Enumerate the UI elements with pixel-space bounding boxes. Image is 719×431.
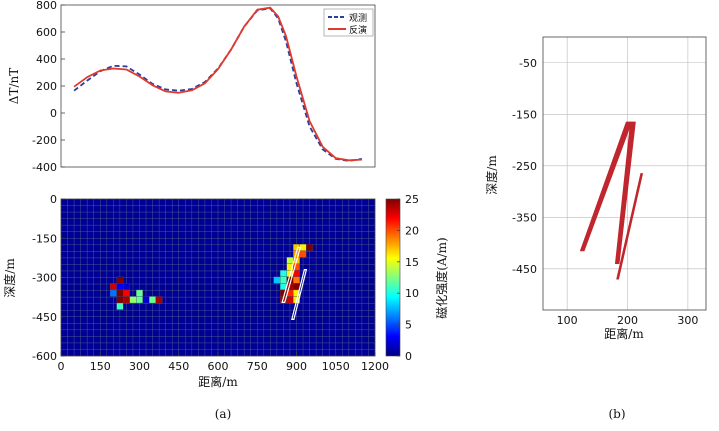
heatmap-cell <box>286 296 294 304</box>
section-y-tick-label: -300 <box>32 272 57 285</box>
section-x-tick-label: 1200 <box>361 360 389 373</box>
heatmap-cell <box>109 289 117 297</box>
bodies-y-tick-label: -450 <box>512 263 537 276</box>
inversion-series-line <box>73 6 362 162</box>
heatmap-cell <box>279 270 287 277</box>
bodies-panel: 100 200 300 -50 -150 -250 -350 -450 距离/m 深度/m <box>484 36 707 341</box>
heatmap-cell <box>109 283 117 291</box>
heatmap-cell <box>142 296 150 304</box>
body-outline <box>291 269 308 320</box>
heatmap-cell <box>293 276 300 284</box>
section-y-tick-label: -450 <box>32 311 57 324</box>
bodies-shapes <box>580 121 643 280</box>
heatmap-cell <box>129 296 137 304</box>
bodies-x-axis-label: 距离/m <box>604 326 644 341</box>
bodies-y-tick-label: -50 <box>519 57 537 70</box>
section-x-tick-label: 750 <box>247 360 268 373</box>
colorbar-tick-label: 25 <box>405 193 419 206</box>
panel-a-label: (a) <box>215 407 232 421</box>
colorbar-gradient <box>385 198 401 357</box>
section-panel: 0 150 300 450 600 750 900 1050 1200 0 -150 -300 -45… <box>2 193 389 389</box>
bodies-frame <box>542 36 707 311</box>
colorbar-tick-label: 5 <box>405 319 412 332</box>
heatmap-cell <box>116 283 124 291</box>
bodies-y-tick-label: -250 <box>512 160 537 173</box>
section-x-axis-label: 距离/m <box>198 374 238 389</box>
bodies-y-ticks: -50 -150 -250 -350 -450 <box>512 57 537 276</box>
profile-y-ticks: 800 600 400 200 0 -200 -400 <box>32 0 65 174</box>
legend-observed-label: 观测 <box>349 13 367 24</box>
heatmap-cell <box>155 296 163 304</box>
profile-lines <box>73 6 363 162</box>
heatmap-cell <box>306 243 314 251</box>
profile-y-tick-label: -200 <box>32 134 57 147</box>
heatmap-cell <box>293 270 300 277</box>
bodies-grid <box>543 37 706 310</box>
section-x-tick-label: 600 <box>208 360 229 373</box>
heatmap-cell <box>116 296 124 304</box>
colorbar-tick-label: 10 <box>405 287 419 300</box>
section-x-tick-label: 450 <box>168 360 189 373</box>
section-outlines <box>281 246 308 320</box>
source-body <box>580 121 633 252</box>
bodies-x-tick-label: 200 <box>617 314 638 327</box>
heatmap-cell <box>136 296 143 304</box>
heatmap-cell <box>273 276 281 284</box>
profile-legend: 观测 反演 <box>323 8 374 37</box>
section-x-tick-label: 0 <box>58 360 65 373</box>
section-y-tick-label: -600 <box>32 350 57 363</box>
bodies-y-tick-label: -350 <box>512 211 537 224</box>
profile-y-tick-label: 800 <box>36 0 57 12</box>
section-y-ticks: 0 -150 -300 -450 -600 <box>32 193 65 363</box>
colorbar-ticks: 0 5 10 15 20 25 <box>397 193 419 363</box>
section-x-tick-label: 1050 <box>322 360 350 373</box>
section-x-tick-label: 300 <box>129 360 150 373</box>
bodies-x-ticks: 100 200 300 <box>557 314 699 327</box>
legend-inversion-label: 反演 <box>349 24 367 36</box>
colorbar: 0 5 10 15 20 25 磁化强度(A/m) <box>385 193 449 363</box>
colorbar-tick-label: 0 <box>405 350 412 363</box>
heatmap-cell <box>116 276 124 284</box>
heatmap-cell <box>122 283 130 291</box>
source-body <box>616 173 643 280</box>
heatmap-cell <box>286 257 294 264</box>
body-outline <box>281 246 302 303</box>
heatmap-cell <box>279 276 287 284</box>
profile-y-tick-label: -400 <box>32 161 57 174</box>
section-x-ticks: 0 150 300 450 600 750 900 1050 1200 <box>58 352 389 373</box>
profile-y-axis-label: ΔT/nT <box>7 68 21 104</box>
section-y-tick-label: 0 <box>50 193 57 206</box>
profile-y-tick-label: 400 <box>36 53 57 66</box>
bodies-x-tick-label: 100 <box>557 314 578 327</box>
heatmap-cell <box>299 250 307 258</box>
section-x-tick-label: 150 <box>90 360 111 373</box>
profile-panel: 800 600 400 200 0 -200 -400 ΔT/nT 观测 反演 <box>7 0 376 174</box>
source-body <box>615 121 636 265</box>
bodies-x-tick-label: 300 <box>677 314 698 327</box>
bodies-y-axis-label: 深度/m <box>484 155 499 195</box>
section-y-tick-label: -150 <box>32 232 57 245</box>
colorbar-label: 磁化强度(A/m) <box>434 237 449 318</box>
heatmap-cell <box>293 283 300 291</box>
heatmap-cell <box>122 296 130 304</box>
section-y-axis-label: 深度/m <box>2 258 17 298</box>
bodies-y-tick-label: -150 <box>512 108 537 121</box>
heatmap-cell <box>122 289 130 297</box>
heatmap-cell <box>149 296 157 304</box>
profile-y-tick-label: 0 <box>50 107 57 120</box>
heatmap-cell <box>116 289 124 297</box>
panel-b-label: (b) <box>608 407 625 421</box>
heatmap-cell <box>136 289 143 297</box>
colorbar-tick-label: 20 <box>405 224 419 237</box>
profile-y-tick-label: 600 <box>36 26 57 39</box>
colorbar-tick-label: 15 <box>405 256 419 269</box>
heatmap-cell <box>116 302 124 310</box>
profile-y-tick-label: 200 <box>36 80 57 93</box>
section-x-tick-label: 900 <box>286 360 307 373</box>
section-grid <box>61 199 375 356</box>
